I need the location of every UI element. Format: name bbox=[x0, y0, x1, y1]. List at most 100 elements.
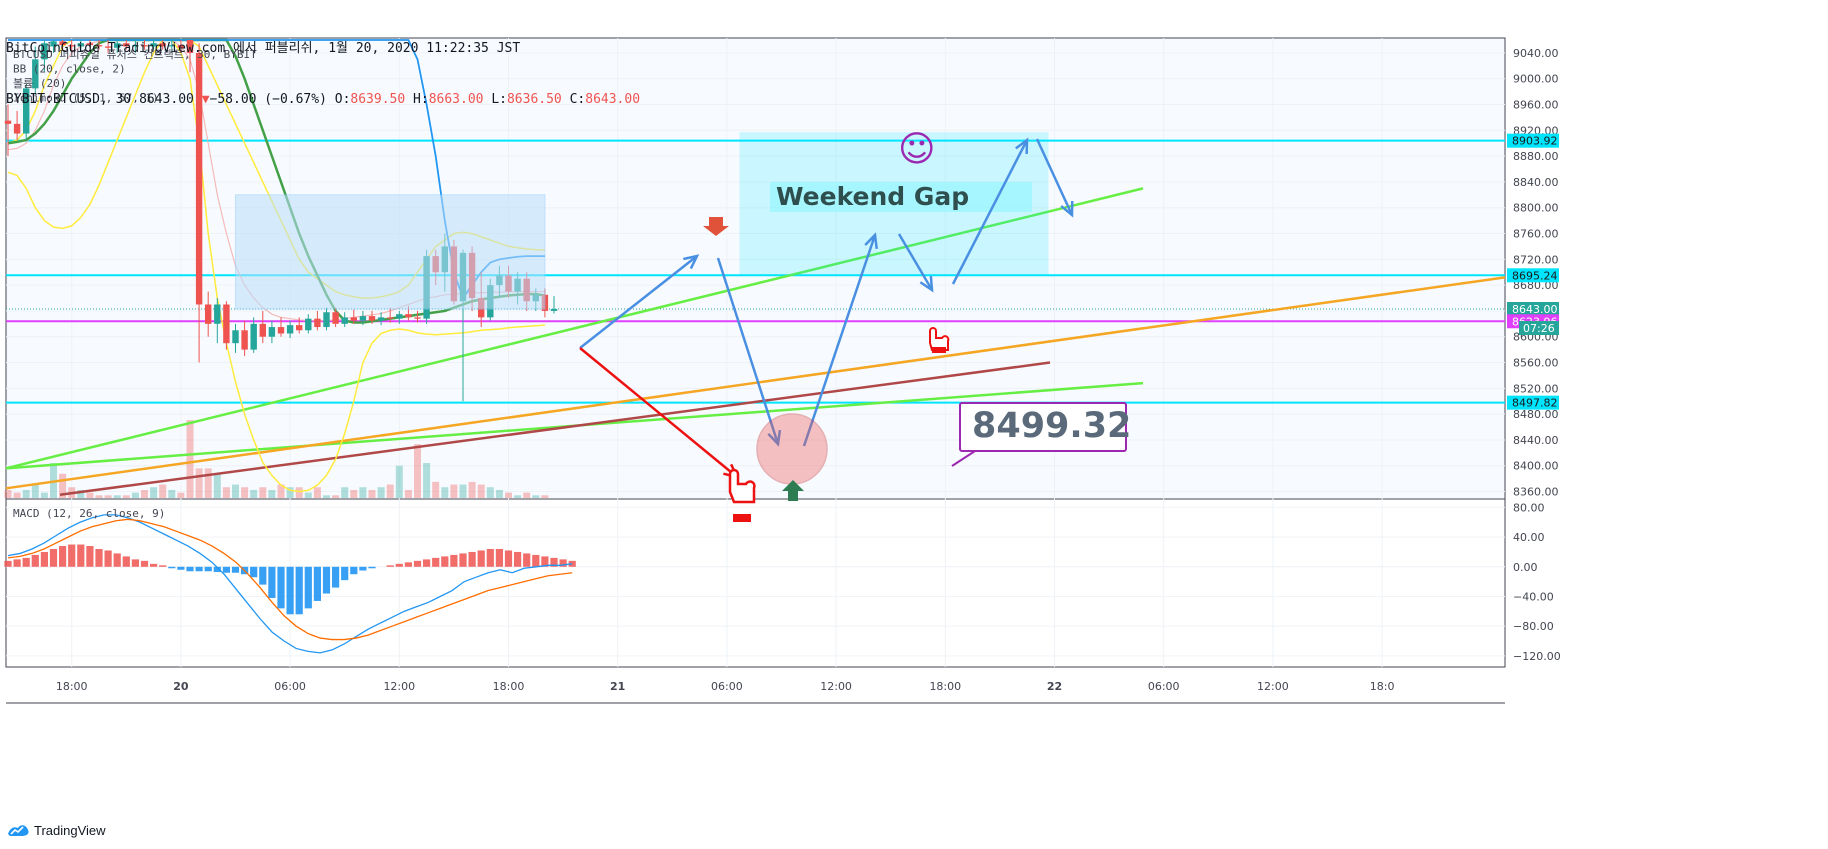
candle-body bbox=[50, 41, 57, 47]
macd-hist-bar bbox=[504, 550, 513, 567]
price-tick: 8680.00 bbox=[1513, 279, 1559, 292]
macd-hist-bar bbox=[122, 556, 130, 567]
candle-body bbox=[277, 327, 285, 334]
volume-bar bbox=[541, 495, 549, 498]
candle-body bbox=[341, 317, 348, 324]
macd-hist-bar bbox=[350, 566, 358, 575]
tradingview-logo-icon bbox=[8, 825, 29, 836]
macd-hist-bar bbox=[95, 548, 103, 567]
candle-body bbox=[268, 327, 276, 337]
countdown-bg bbox=[1519, 320, 1559, 335]
macd-tick: 0.00 bbox=[1513, 561, 1538, 574]
up-arrow-2-head bbox=[864, 232, 878, 250]
candle-body bbox=[241, 330, 248, 350]
footer: TradingView bbox=[6, 822, 106, 838]
change-arrow: ▼ bbox=[201, 92, 210, 107]
price-label-bg bbox=[1507, 301, 1559, 316]
weekend-gap-label: Weekend Gap bbox=[776, 182, 969, 211]
volume-bar bbox=[477, 484, 485, 498]
volume-bar bbox=[13, 492, 21, 498]
volume-bar bbox=[495, 489, 503, 498]
macd-hist-bar bbox=[477, 550, 485, 567]
price-tick: 8720.00 bbox=[1513, 253, 1559, 266]
macd-hist-bar bbox=[213, 566, 221, 572]
candle-body bbox=[259, 323, 266, 337]
price-tick: 8880.00 bbox=[1513, 150, 1559, 163]
macd-hist-bar bbox=[77, 544, 85, 567]
candle-body bbox=[232, 330, 239, 344]
macd-tick: −80.00 bbox=[1513, 620, 1554, 633]
macd-hist-bar bbox=[159, 565, 167, 567]
down-arrow-1-head bbox=[767, 429, 782, 447]
hand-pointer-icon bbox=[728, 468, 756, 504]
close-label: C: bbox=[569, 92, 586, 107]
time-tick: 06:00 bbox=[1148, 680, 1180, 693]
macd-hist-bar bbox=[550, 557, 558, 567]
volume-bar bbox=[359, 487, 367, 498]
legend-item: Ichimoku (5, 1, 57, 1) bbox=[13, 92, 159, 105]
volume-bar bbox=[204, 468, 212, 498]
legend-item: BTCUSD 퍼피츄얼 퓨처스 컨트랙트, 30, BYBIT bbox=[13, 47, 257, 61]
up-arrow-1 bbox=[579, 255, 698, 349]
volume-bar bbox=[259, 487, 267, 498]
price-tick: 8840.00 bbox=[1513, 176, 1559, 189]
tradingview-brand[interactable]: TradingView bbox=[34, 822, 106, 838]
macd-hist-bar bbox=[295, 566, 303, 615]
macd-hist-bar bbox=[441, 556, 449, 567]
volume-bar bbox=[423, 463, 431, 498]
macd-hist-bar bbox=[368, 566, 376, 569]
macd-tick: 80.00 bbox=[1513, 501, 1545, 514]
legend-item: BB (20, close, 2) bbox=[13, 63, 126, 76]
candle-body bbox=[387, 317, 394, 319]
macd-hist-bar bbox=[68, 544, 76, 567]
bb-lower-line bbox=[7, 39, 545, 493]
user-drawings[interactable]: Weekend Gap ☺ 8499.32 bbox=[235, 129, 1132, 522]
macd-hist-bar bbox=[231, 566, 240, 573]
macd-hist-bar bbox=[559, 559, 567, 567]
macd-hist-bar bbox=[4, 560, 12, 567]
macd-hist-bar bbox=[259, 566, 267, 585]
time-tick: 18:0 bbox=[1370, 680, 1395, 693]
symbol-label[interactable]: BYBIT:BTCUSD, 30 bbox=[6, 92, 132, 107]
macd-hist-bar bbox=[322, 566, 331, 594]
countdown-text: 07:26 bbox=[1523, 322, 1555, 335]
candle-body bbox=[168, 45, 175, 47]
up-arrow-3 bbox=[951, 139, 1029, 285]
time-tick: 12:00 bbox=[1257, 680, 1289, 693]
volume-bar bbox=[414, 444, 421, 498]
price-callout-box bbox=[959, 402, 1127, 452]
macd-hist-bar bbox=[150, 563, 158, 567]
time-tick: 12:00 bbox=[820, 680, 852, 693]
time-tick: 22 bbox=[1047, 680, 1062, 693]
orange-trend-line bbox=[5, 276, 1506, 490]
price-tick: 8800.00 bbox=[1513, 202, 1559, 215]
publish-line: BitCoinGuide TradingView.com 에서 퍼블리쉬, 1월… bbox=[6, 41, 521, 56]
trend-lines[interactable] bbox=[5, 187, 1506, 497]
volume-bar bbox=[313, 487, 321, 498]
high-label: H: bbox=[413, 92, 429, 107]
macd-tick: −40.00 bbox=[1513, 590, 1554, 603]
candle-body bbox=[377, 317, 385, 321]
down-arrow-3 bbox=[1035, 138, 1074, 216]
candle-body bbox=[223, 304, 230, 344]
candle-body bbox=[350, 317, 357, 321]
last-price: 8643.00 bbox=[139, 92, 194, 107]
signal-line bbox=[7, 518, 573, 641]
price-label-bg bbox=[1507, 395, 1559, 410]
volume-bar bbox=[486, 487, 494, 498]
macd-hist-bar bbox=[140, 560, 149, 567]
up-marker-icon bbox=[782, 480, 804, 501]
price-label-text: 8643.00 bbox=[1512, 303, 1558, 316]
price-tick: 9040.00 bbox=[1513, 47, 1559, 60]
macd-tick: 40.00 bbox=[1513, 531, 1545, 544]
volume-bar bbox=[122, 495, 130, 498]
volume-bar bbox=[40, 492, 48, 498]
macd-hist-bar bbox=[222, 566, 230, 573]
smiley-icon: ☺ bbox=[898, 129, 936, 170]
macd-hist-bar bbox=[413, 560, 422, 567]
down-arrow-3-head bbox=[1060, 200, 1074, 218]
candle-body bbox=[359, 316, 367, 321]
up-arrow-2 bbox=[802, 234, 877, 447]
